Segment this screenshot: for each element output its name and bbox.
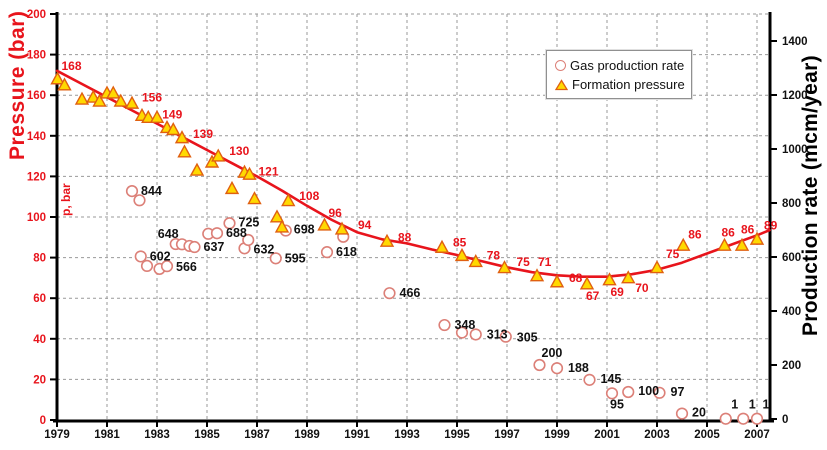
svg-text:85: 85	[453, 235, 467, 249]
svg-text:75: 75	[517, 255, 531, 269]
svg-text:86: 86	[741, 222, 755, 236]
svg-text:648: 648	[158, 227, 179, 241]
svg-text:566: 566	[176, 260, 197, 274]
legend: Gas production rate Formation pressure	[546, 50, 692, 99]
svg-text:78: 78	[487, 249, 501, 263]
svg-text:160: 160	[27, 90, 46, 102]
triangle-marker-icon	[555, 78, 568, 90]
svg-text:1400: 1400	[782, 36, 808, 48]
svg-text:71: 71	[538, 255, 552, 269]
svg-text:800: 800	[782, 198, 801, 210]
svg-text:466: 466	[400, 286, 421, 300]
svg-text:130: 130	[229, 144, 249, 158]
svg-text:348: 348	[455, 318, 476, 332]
svg-text:70: 70	[635, 281, 649, 295]
svg-text:844: 844	[141, 184, 162, 198]
svg-text:68: 68	[569, 271, 583, 285]
svg-text:149: 149	[162, 108, 182, 122]
svg-text:80: 80	[33, 253, 46, 265]
svg-text:88: 88	[398, 230, 412, 244]
svg-text:108: 108	[299, 189, 319, 203]
svg-text:595: 595	[285, 251, 306, 265]
svg-text:1985: 1985	[194, 429, 220, 441]
svg-text:2005: 2005	[694, 429, 720, 441]
svg-text:20: 20	[692, 406, 706, 420]
svg-text:632: 632	[254, 242, 275, 256]
svg-text:725: 725	[239, 215, 260, 229]
svg-text:200: 200	[542, 346, 563, 360]
svg-text:140: 140	[27, 131, 46, 143]
svg-text:94: 94	[358, 218, 372, 232]
svg-text:97: 97	[671, 385, 685, 399]
svg-text:168: 168	[62, 59, 82, 73]
svg-text:637: 637	[204, 240, 225, 254]
svg-text:618: 618	[336, 245, 357, 259]
svg-text:145: 145	[601, 372, 622, 386]
svg-text:1993: 1993	[394, 429, 420, 441]
right-axis-title: Production rate (mcm/year)	[799, 55, 822, 336]
svg-text:1981: 1981	[94, 429, 120, 441]
svg-text:0: 0	[782, 414, 788, 426]
svg-text:1983: 1983	[144, 429, 170, 441]
legend-item-gas-production-rate: Gas production rate	[555, 57, 685, 74]
svg-text:67: 67	[586, 289, 600, 303]
svg-text:200: 200	[27, 9, 46, 21]
left-axis-inner-label: p, bar	[59, 183, 73, 216]
svg-text:2003: 2003	[644, 429, 670, 441]
legend-label-gas-production-rate: Gas production rate	[570, 58, 685, 73]
legend-item-formation-pressure: Formation pressure	[555, 76, 685, 93]
svg-text:0: 0	[40, 415, 46, 427]
svg-text:200: 200	[782, 360, 801, 372]
svg-text:688: 688	[226, 226, 247, 240]
svg-text:313: 313	[487, 327, 508, 341]
svg-text:121: 121	[259, 164, 279, 178]
svg-text:698: 698	[294, 223, 315, 237]
svg-text:600: 600	[782, 252, 801, 264]
svg-text:1000: 1000	[782, 144, 808, 156]
svg-text:1987: 1987	[244, 429, 270, 441]
svg-text:180: 180	[27, 50, 46, 62]
svg-text:602: 602	[150, 249, 171, 263]
circle-marker-icon	[555, 60, 566, 71]
svg-text:96: 96	[329, 206, 343, 220]
svg-text:1: 1	[749, 398, 756, 412]
svg-text:1: 1	[763, 398, 770, 412]
svg-text:1997: 1997	[494, 429, 520, 441]
svg-text:75: 75	[666, 247, 680, 261]
svg-text:100: 100	[27, 212, 46, 224]
svg-text:20: 20	[33, 374, 46, 386]
svg-text:40: 40	[33, 334, 46, 346]
svg-text:1995: 1995	[444, 429, 470, 441]
svg-text:120: 120	[27, 171, 46, 183]
svg-text:139: 139	[193, 127, 213, 141]
svg-text:69: 69	[611, 285, 625, 299]
svg-text:60: 60	[33, 293, 46, 305]
svg-text:188: 188	[568, 361, 589, 375]
left-axis-title: Pressure (bar)	[6, 10, 29, 160]
svg-text:2001: 2001	[594, 429, 620, 441]
svg-text:1: 1	[731, 398, 738, 412]
svg-text:2007: 2007	[744, 429, 770, 441]
svg-text:1999: 1999	[544, 429, 570, 441]
svg-text:305: 305	[517, 331, 538, 345]
svg-text:86: 86	[688, 227, 702, 241]
svg-text:1989: 1989	[294, 429, 320, 441]
svg-text:95: 95	[610, 397, 624, 411]
svg-text:1200: 1200	[782, 90, 808, 102]
svg-text:89: 89	[764, 218, 778, 232]
legend-label-formation-pressure: Formation pressure	[572, 77, 685, 92]
svg-text:100: 100	[638, 384, 659, 398]
svg-text:1991: 1991	[344, 429, 370, 441]
svg-text:400: 400	[782, 306, 801, 318]
svg-text:86: 86	[722, 225, 736, 239]
svg-text:156: 156	[142, 90, 162, 104]
svg-text:1979: 1979	[44, 429, 70, 441]
